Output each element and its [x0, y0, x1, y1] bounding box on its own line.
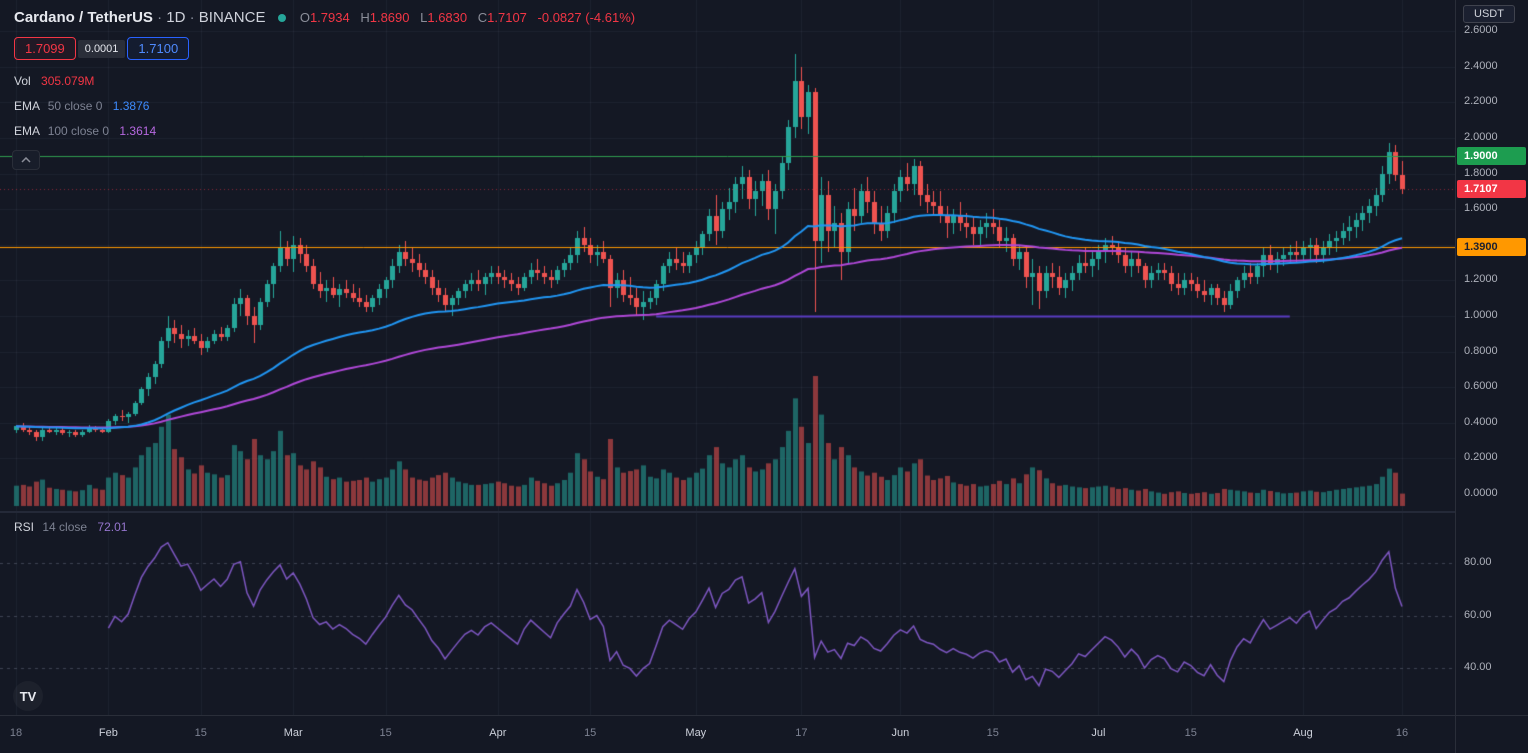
time-tick-label: Jul [1091, 727, 1106, 739]
price-tick-label: 1.8000 [1464, 166, 1498, 179]
rsi-pane-canvas[interactable] [0, 513, 1455, 715]
tradingview-logo-icon[interactable]: TV [13, 681, 43, 711]
separator-dot: · [157, 9, 163, 26]
price-tick-label: 1.2000 [1464, 273, 1498, 286]
high-label: H [360, 10, 370, 25]
trade-widget: 1.7099 0.0001 1.7100 [14, 37, 190, 60]
ema50-params: 50 close 0 [47, 99, 103, 113]
time-tick-label: 15 [1184, 727, 1197, 739]
low-label: L [420, 10, 428, 25]
ohlc-values: O1.7934 H1.8690 L1.6830 C1.7107 -0.0827 … [300, 10, 642, 25]
time-tick-label: 15 [584, 727, 597, 739]
time-axis[interactable]: 18 Feb 15 Mar 15 Apr 15 May 17 Jun 15 Jul 15 Aug 16 [0, 715, 1455, 753]
separator-dot: · [189, 9, 195, 26]
symbol-legend[interactable]: Cardano / TetherUS · 1D · BINANCE O1.793… [14, 9, 642, 26]
rsi-name: RSI [14, 520, 35, 534]
time-tick-label: Apr [489, 727, 507, 739]
time-tick-label: Mar [283, 727, 303, 739]
rsi-tick-label: 80.00 [1464, 556, 1492, 568]
collapse-legend-button[interactable] [12, 150, 40, 170]
time-tick-label: 15 [379, 727, 392, 739]
price-tick-label: 2.2000 [1464, 95, 1498, 108]
price-tick-label: 2.4000 [1464, 59, 1498, 72]
price-axis[interactable]: USDT 2.6000 2.4000 2.2000 2.0000 1.8000 1.600… [1455, 0, 1528, 715]
price-tick-label: 0.2000 [1464, 451, 1498, 464]
interval-label[interactable]: 1D [166, 9, 186, 26]
price-chart-canvas[interactable] [0, 0, 1455, 511]
ema100-value: 1.3614 [119, 124, 157, 138]
price-tick-label: 0.0000 [1464, 487, 1498, 499]
time-tick-label: Feb [98, 727, 118, 739]
ema100-name: EMA [14, 124, 40, 138]
level-price-badge[interactable]: 1.3900 [1457, 237, 1526, 256]
change-value: -0.0827 (-4.61%) [537, 10, 636, 25]
open-value: 1.7934 [309, 10, 350, 25]
volume-legend[interactable]: Vol 305.079M [14, 74, 94, 88]
pane-separator[interactable] [0, 511, 1528, 513]
ema50-name: EMA [14, 99, 40, 113]
rsi-tick-label: 60.00 [1464, 608, 1492, 621]
price-tick-label: 2.0000 [1464, 131, 1498, 143]
time-tick-label: 18 [9, 727, 23, 739]
ema50-value: 1.3876 [112, 99, 150, 113]
price-tick-label: 0.6000 [1464, 380, 1498, 393]
time-tick-label: 16 [1395, 727, 1409, 739]
ema50-legend[interactable]: EMA 50 close 0 1.3876 [14, 99, 149, 113]
axis-corner [1455, 715, 1528, 753]
ema100-params: 100 close 0 [47, 124, 110, 138]
price-tick-label: 0.4000 [1464, 415, 1498, 428]
volume-label: Vol [14, 74, 31, 88]
time-tick-label: May [685, 727, 707, 739]
last-price-badge[interactable]: 1.7107 [1457, 180, 1526, 199]
level-price-badge[interactable]: 1.9000 [1457, 146, 1526, 165]
rsi-tick-label: 40.00 [1464, 661, 1492, 673]
price-tick-label: 0.8000 [1464, 344, 1498, 357]
close-label: C [477, 10, 488, 25]
close-value: 1.7107 [487, 10, 527, 25]
open-label: O [299, 10, 310, 25]
volume-value: 305.079M [41, 74, 95, 88]
currency-toggle-button[interactable]: USDT [1463, 5, 1515, 23]
high-value: 1.8690 [369, 10, 410, 25]
rsi-params: 14 close [42, 520, 88, 534]
sell-button[interactable]: 1.7099 [14, 37, 76, 60]
symbol-title: Cardano / TetherUS [14, 9, 153, 26]
rsi-legend[interactable]: RSI 14 close 72.01 [14, 520, 127, 534]
low-value: 1.6830 [427, 10, 468, 25]
time-tick-label: 15 [194, 727, 207, 739]
ema100-legend[interactable]: EMA 100 close 0 1.3614 [14, 124, 156, 138]
spread-value: 0.0001 [77, 39, 126, 58]
exchange-label: BINANCE [198, 9, 266, 26]
time-tick-label: 17 [795, 727, 808, 739]
price-tick-label: 2.6000 [1464, 24, 1498, 37]
time-tick-label: 15 [986, 727, 999, 739]
rsi-value: 72.01 [97, 520, 128, 534]
price-tick-label: 1.6000 [1464, 202, 1498, 215]
time-tick-label: Jun [891, 727, 910, 739]
price-tick-label: 1.0000 [1464, 309, 1498, 321]
buy-button[interactable]: 1.7100 [127, 37, 190, 60]
time-tick-label: Aug [1293, 727, 1313, 739]
chevron-up-icon [21, 157, 31, 163]
market-status-icon [277, 13, 286, 22]
